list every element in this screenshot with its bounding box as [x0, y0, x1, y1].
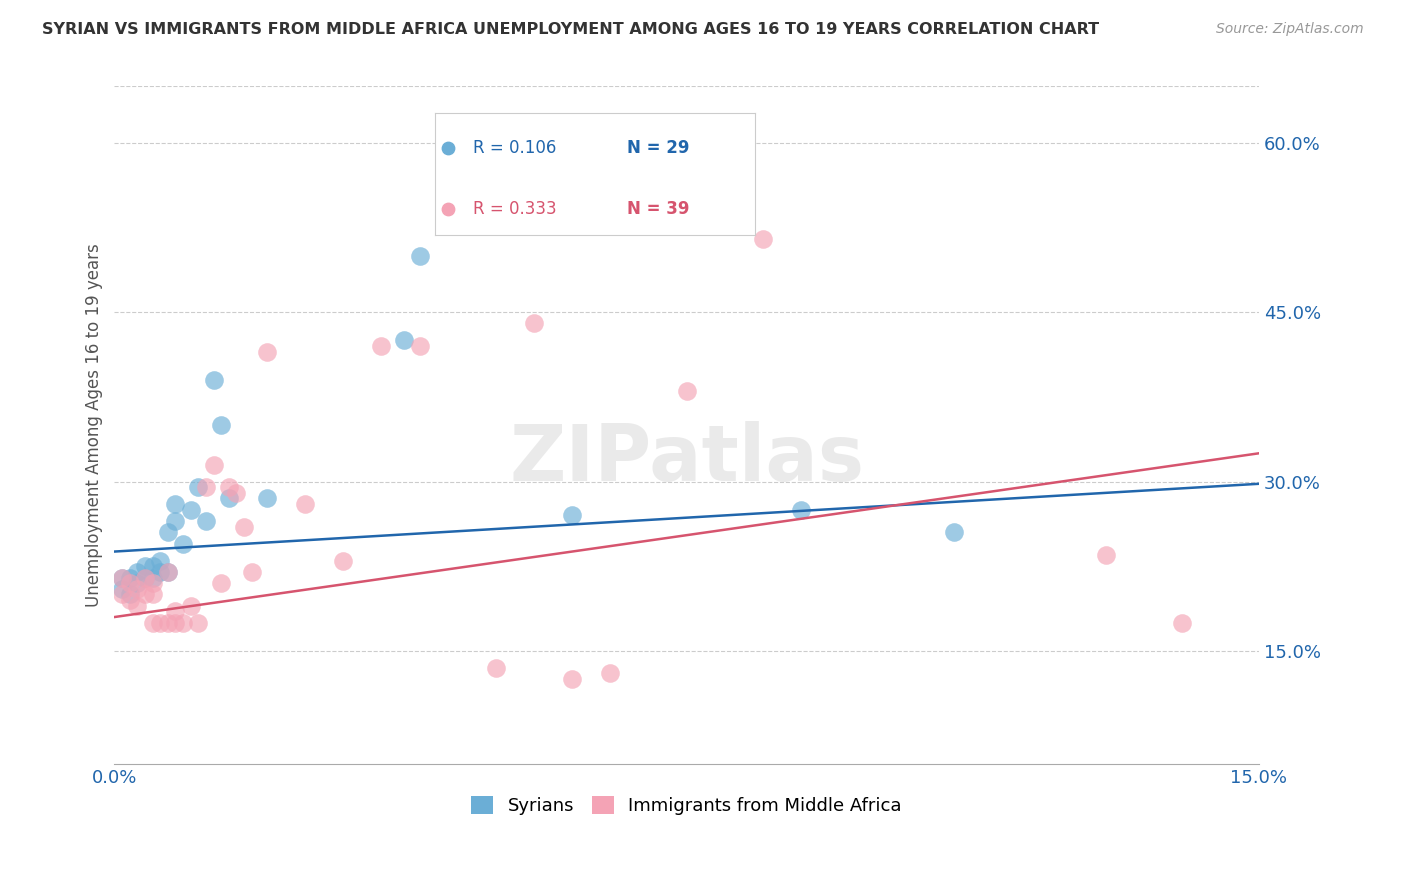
Point — [561, 508, 583, 523]
Point — [156, 525, 179, 540]
Point — [118, 576, 141, 591]
Point — [209, 576, 232, 591]
Point — [165, 497, 187, 511]
Point — [134, 570, 156, 584]
Point — [172, 536, 194, 550]
Point — [332, 553, 354, 567]
Point — [202, 458, 225, 472]
Point — [111, 570, 134, 584]
Point — [408, 249, 430, 263]
Point — [142, 570, 165, 584]
Point — [240, 565, 263, 579]
Point — [127, 565, 149, 579]
Point — [790, 502, 813, 516]
Point — [675, 384, 697, 399]
Point — [408, 339, 430, 353]
Point — [134, 559, 156, 574]
Point — [233, 519, 256, 533]
Point — [599, 666, 621, 681]
Point — [1095, 548, 1118, 562]
Text: SYRIAN VS IMMIGRANTS FROM MIDDLE AFRICA UNEMPLOYMENT AMONG AGES 16 TO 19 YEARS C: SYRIAN VS IMMIGRANTS FROM MIDDLE AFRICA … — [42, 22, 1099, 37]
Point — [394, 334, 416, 348]
Point — [156, 565, 179, 579]
Point — [218, 480, 240, 494]
Point — [118, 593, 141, 607]
Point — [256, 344, 278, 359]
Point — [209, 418, 232, 433]
Point — [942, 525, 965, 540]
Point — [149, 615, 172, 630]
Point — [142, 576, 165, 591]
Point — [187, 615, 209, 630]
Point — [194, 480, 217, 494]
Point — [134, 587, 156, 601]
Point — [118, 587, 141, 601]
Point — [523, 317, 546, 331]
Point — [752, 232, 775, 246]
Text: Source: ZipAtlas.com: Source: ZipAtlas.com — [1216, 22, 1364, 37]
Point — [142, 587, 165, 601]
Point — [142, 615, 165, 630]
Point — [180, 502, 202, 516]
Point — [180, 599, 202, 613]
Text: ZIPatlas: ZIPatlas — [509, 421, 865, 497]
Point — [1171, 615, 1194, 630]
Point — [218, 491, 240, 506]
Point — [111, 587, 134, 601]
Point — [165, 514, 187, 528]
Point — [256, 491, 278, 506]
Point — [194, 514, 217, 528]
Point — [156, 565, 179, 579]
Point — [134, 570, 156, 584]
Point — [142, 559, 165, 574]
Point — [202, 373, 225, 387]
Point — [156, 615, 179, 630]
Point — [111, 570, 134, 584]
Point — [165, 615, 187, 630]
Point — [370, 339, 392, 353]
Point — [294, 497, 316, 511]
Point — [165, 604, 187, 618]
Point — [187, 480, 209, 494]
Point — [485, 661, 508, 675]
Point — [149, 553, 172, 567]
Point — [127, 582, 149, 596]
Point — [111, 582, 134, 596]
Point — [149, 565, 172, 579]
Point — [172, 615, 194, 630]
Point — [118, 570, 141, 584]
Point — [127, 576, 149, 591]
Y-axis label: Unemployment Among Ages 16 to 19 years: Unemployment Among Ages 16 to 19 years — [86, 244, 103, 607]
Point — [225, 486, 247, 500]
Legend: Syrians, Immigrants from Middle Africa: Syrians, Immigrants from Middle Africa — [464, 789, 908, 822]
Point — [561, 672, 583, 686]
Point — [127, 599, 149, 613]
